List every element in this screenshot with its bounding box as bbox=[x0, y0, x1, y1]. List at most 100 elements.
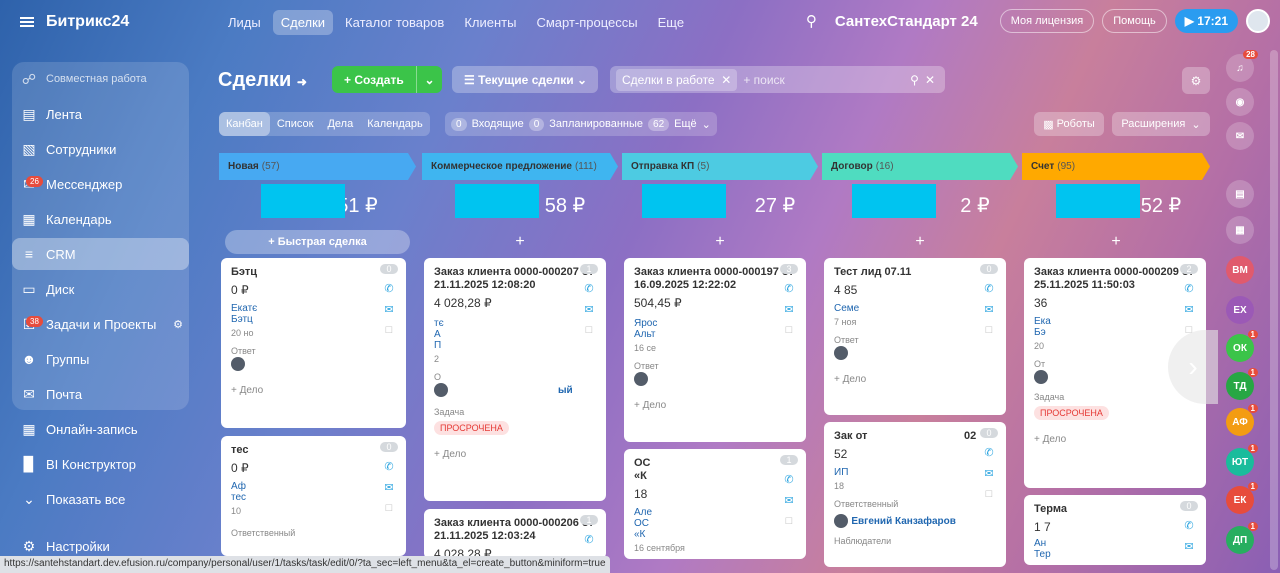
column-header[interactable]: Договор (16) bbox=[822, 153, 1018, 180]
counter-planned[interactable]: Запланированные bbox=[549, 118, 644, 130]
column-header[interactable]: Коммерческое предложение (111) bbox=[422, 153, 618, 180]
sidebar-item-groups[interactable]: ☻ Группы bbox=[12, 343, 189, 375]
phone-icon[interactable]: ✆ bbox=[384, 283, 394, 295]
phone-icon[interactable]: ✆ bbox=[584, 283, 594, 295]
chevron-down-icon[interactable]: ⌄ bbox=[416, 66, 442, 93]
close-icon[interactable]: ✕ bbox=[924, 72, 935, 87]
phone-icon[interactable]: ✆ bbox=[1184, 520, 1194, 532]
deal-card[interactable]: Заказ клиента 0000-000206 от 21.11.2025 … bbox=[424, 509, 606, 559]
mail-icon[interactable]: ✉ bbox=[1184, 304, 1194, 316]
comment-icon[interactable]: □ bbox=[1185, 324, 1193, 336]
deal-card[interactable]: ОС «К 18 Але ОС «К 16 сентября 1 ✆ ✉ □ bbox=[624, 449, 806, 559]
quick-deal-button[interactable]: + Быстрая сделка bbox=[225, 230, 410, 254]
sidebar-item-settings[interactable]: ⚙ Настройки bbox=[12, 530, 189, 562]
phone-icon[interactable]: ✆ bbox=[984, 283, 994, 295]
chat-avatar[interactable]: ЕК 1 bbox=[1226, 482, 1258, 514]
phone-icon[interactable]: ✆ bbox=[384, 461, 394, 473]
chat-avatar[interactable]: ДП 1 bbox=[1226, 522, 1258, 554]
tab-activities[interactable]: Дела bbox=[327, 118, 354, 130]
sidebar-item-calendar[interactable]: ▦ Календарь bbox=[12, 203, 189, 235]
nav-smart[interactable]: Смарт-процессы bbox=[536, 15, 638, 30]
chat-avatar[interactable]: BM bbox=[1226, 256, 1254, 284]
mail-icon[interactable]: ✉ bbox=[784, 304, 794, 316]
tab-calendar[interactable]: Календарь bbox=[367, 118, 423, 130]
chat-avatar[interactable]: ОК 1 bbox=[1226, 330, 1258, 362]
sidebar-group-header[interactable]: ☍ Совместная работа bbox=[12, 63, 189, 95]
add-deal-button[interactable]: + bbox=[915, 233, 925, 250]
gear-icon[interactable]: ⚙ bbox=[173, 318, 183, 331]
search-icon[interactable]: ⚲ bbox=[805, 13, 817, 30]
sidebar-show-all[interactable]: ⌄ Показать все bbox=[12, 483, 189, 515]
nav-leads[interactable]: Лиды bbox=[228, 15, 261, 30]
column-header[interactable]: Счет (95) bbox=[1022, 153, 1210, 180]
chat-avatar[interactable]: EX bbox=[1226, 296, 1254, 324]
settings-gear-button[interactable]: ⚙ bbox=[1182, 67, 1210, 94]
mail-icon[interactable]: ✉ bbox=[784, 495, 794, 507]
tasks-button[interactable]: ▦ bbox=[1226, 216, 1254, 244]
phone-icon[interactable]: ✆ bbox=[784, 474, 794, 486]
scrollbar[interactable] bbox=[1270, 50, 1278, 570]
add-deal-button[interactable]: + bbox=[515, 233, 525, 250]
avatar[interactable] bbox=[834, 513, 848, 528]
avatar[interactable] bbox=[1034, 369, 1048, 384]
pin-icon[interactable]: ➜ bbox=[296, 75, 307, 89]
sidebar-item-mail[interactable]: ✉ Почта bbox=[12, 378, 189, 410]
nav-deals[interactable]: Сделки bbox=[272, 10, 334, 35]
sidebar-item-feed[interactable]: ▤ Лента bbox=[12, 98, 189, 130]
mail-icon[interactable]: ✉ bbox=[384, 304, 394, 316]
comment-icon[interactable]: □ bbox=[385, 502, 393, 514]
avatar[interactable] bbox=[634, 371, 648, 386]
company-name[interactable]: СантехСтандарт 24 bbox=[834, 12, 978, 30]
deal-card[interactable]: тес 0 ₽ Аф тес 10 Ответственный 0 ✆ ✉ □ bbox=[221, 436, 406, 556]
comment-icon[interactable]: □ bbox=[985, 324, 993, 336]
add-deal-button[interactable]: + bbox=[1111, 233, 1121, 250]
deal-card[interactable]: Заказ клиента 0000-000207 от 21.11.2025 … bbox=[424, 258, 606, 501]
tab-list[interactable]: Список bbox=[276, 118, 314, 130]
filter-tag[interactable]: Сделки в работе ✕ bbox=[616, 68, 738, 91]
deal-card[interactable]: Заказ клиента 0000-000197 от 16.09.2025 … bbox=[624, 258, 806, 442]
chat-avatar[interactable]: ТД 1 bbox=[1226, 368, 1258, 400]
current-deals-button[interactable]: ☰ Текущие сделки ⌄ bbox=[452, 66, 598, 93]
mail-icon[interactable]: ✉ bbox=[984, 304, 994, 316]
phone-icon[interactable]: ✆ bbox=[784, 283, 794, 295]
deal-card[interactable]: Бэтц 0 ₽ Екатє Бэтц 20 но Ответ + Дело 0… bbox=[221, 258, 406, 428]
phone-icon[interactable]: ✆ bbox=[1184, 283, 1194, 295]
help-button[interactable]: Помощь bbox=[1102, 9, 1167, 33]
deal-card[interactable]: Зак от 02 52 ИП 18 Ответственный Евгений… bbox=[824, 422, 1006, 567]
chat-button[interactable]: ✉ bbox=[1226, 122, 1254, 150]
sidebar-item-employees[interactable]: ▧ Сотрудники bbox=[12, 133, 189, 165]
sidebar-item-crm[interactable]: ≡ CRM bbox=[12, 238, 189, 270]
filter-search[interactable]: Сделки в работе ✕ + поиск ⚲ ✕ bbox=[610, 66, 945, 93]
search-icon[interactable]: ⚲ bbox=[910, 72, 919, 87]
nav-catalog[interactable]: Каталог товаров bbox=[345, 15, 445, 30]
deal-card[interactable]: Заказ клиента 0000-000209 от 25.11.2025 … bbox=[1024, 258, 1206, 488]
work-time-button[interactable]: ▶ 17:21 bbox=[1174, 9, 1238, 33]
logo[interactable]: Битрикс24 bbox=[20, 13, 129, 31]
column-header[interactable]: Новая (57) bbox=[219, 153, 416, 180]
tab-kanban[interactable]: Канбан bbox=[219, 112, 270, 136]
comment-icon[interactable]: □ bbox=[985, 488, 993, 500]
avatar[interactable] bbox=[434, 382, 448, 397]
column-header[interactable]: Отправка КП (5) bbox=[622, 153, 818, 180]
robots-button[interactable]: ▩ Роботы bbox=[1034, 112, 1104, 136]
search-input[interactable]: + поиск bbox=[743, 72, 785, 87]
contact-center-button[interactable]: ▤ bbox=[1226, 180, 1254, 208]
counter-incoming[interactable]: Входящие bbox=[471, 118, 524, 130]
license-button[interactable]: Моя лицензия bbox=[999, 9, 1095, 33]
counter-more[interactable]: Ещё bbox=[674, 118, 697, 130]
avatar[interactable] bbox=[231, 356, 245, 371]
phone-icon[interactable]: ✆ bbox=[584, 534, 594, 546]
menu-icon[interactable] bbox=[20, 17, 34, 27]
sidebar-item-bi[interactable]: ▉ BI Конструктор bbox=[12, 448, 189, 480]
comment-icon[interactable]: □ bbox=[785, 515, 793, 527]
phone-icon[interactable]: ✆ bbox=[984, 447, 994, 459]
nav-more[interactable]: Еще bbox=[657, 15, 685, 30]
sidebar-item-disk[interactable]: ▭ Диск bbox=[12, 273, 189, 305]
add-deal-button[interactable]: + bbox=[715, 233, 725, 250]
avatar[interactable] bbox=[834, 345, 848, 360]
create-button[interactable]: + Создать ⌄ bbox=[332, 66, 442, 93]
mail-icon[interactable]: ✉ bbox=[1184, 541, 1194, 553]
copilot-button[interactable]: ◉ bbox=[1226, 88, 1254, 116]
